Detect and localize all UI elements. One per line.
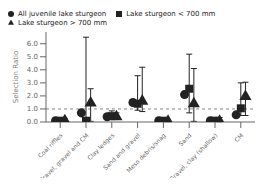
html-text:All juvenile lake sturgeon: All juvenile lake sturgeon <box>18 10 107 18</box>
svg-text:1.0: 1.0 <box>27 105 38 113</box>
html-text:Lake sturgeon < 700 mm: Lake sturgeon < 700 mm <box>126 10 216 18</box>
svg-text:4.0: 4.0 <box>27 66 38 74</box>
html-text:Lake sturgeon > 700 mm: Lake sturgeon > 700 mm <box>18 19 108 27</box>
svg-text:3.0: 3.0 <box>27 79 38 87</box>
svg-text:6.0: 6.0 <box>27 40 38 48</box>
svg-text:2.0: 2.0 <box>27 92 38 100</box>
svg-text:Sand and gravel: Sand and gravel <box>101 131 142 172</box>
svg-text:0.0: 0.0 <box>27 118 38 126</box>
svg-text:CM: CM <box>233 132 245 144</box>
svg-text:Selection Ratio: Selection Ratio <box>12 51 20 103</box>
svg-text:5.0: 5.0 <box>27 53 38 61</box>
svg-text:Gravel, clay (shallow): Gravel, clay (shallow) <box>168 132 219 178</box>
svg-text:Coal riffles: Coal riffles <box>36 132 63 159</box>
svg-text:Meso debris/snag: Meso debris/snag <box>125 131 168 174</box>
svg-text:Sand: Sand <box>177 131 193 147</box>
svg-text:Clay ledges: Clay ledges <box>85 131 116 162</box>
svg-text:Gravel, gravel and CM: Gravel, gravel and CM <box>37 132 90 178</box>
